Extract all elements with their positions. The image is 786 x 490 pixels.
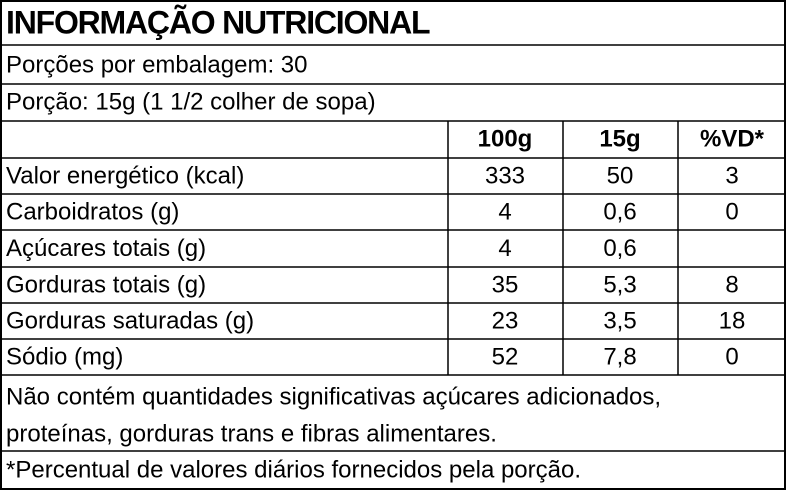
note: Não contém quantidades significativas aç… bbox=[6, 383, 661, 410]
cell-value: 5,3 bbox=[603, 271, 636, 298]
cell-value: 4 bbox=[498, 235, 511, 262]
cell-value: 0,6 bbox=[603, 198, 636, 225]
row-label: Sódio (mg) bbox=[6, 343, 123, 370]
cell-value: 52 bbox=[492, 343, 519, 370]
row-label: Gorduras saturadas (g) bbox=[6, 307, 254, 334]
cell-value: 3,5 bbox=[603, 307, 636, 334]
cell-value: 0 bbox=[725, 343, 738, 370]
row-label: Carboidratos (g) bbox=[6, 198, 179, 225]
servings: Porções por embalagem: 30 bbox=[6, 51, 308, 78]
cell-value: 4 bbox=[498, 198, 511, 225]
cell-value: 3 bbox=[725, 162, 738, 189]
cell-value: 7,8 bbox=[603, 343, 636, 370]
title: INFORMAÇÃO NUTRICIONAL bbox=[6, 4, 430, 40]
row-label: Gorduras totais (g) bbox=[6, 271, 206, 298]
note: proteínas, gorduras trans e fibras alime… bbox=[6, 420, 497, 447]
cell-value: 18 bbox=[719, 307, 746, 334]
row-label: Valor energético (kcal) bbox=[6, 162, 244, 189]
footnote: *Percentual de valores diários fornecido… bbox=[6, 456, 581, 483]
serving-size: Porção: 15g (1 1/2 colher de sopa) bbox=[6, 88, 376, 115]
cell-value: 8 bbox=[725, 271, 738, 298]
column-header: 15g bbox=[599, 125, 640, 152]
cell-value: 0,6 bbox=[603, 235, 636, 262]
column-header: 100g bbox=[478, 125, 533, 152]
cell-value: 35 bbox=[492, 271, 519, 298]
row-label: Açúcares totais (g) bbox=[6, 235, 206, 262]
cell-value: 333 bbox=[485, 162, 525, 189]
cell-value: 50 bbox=[607, 162, 634, 189]
cell-value: 23 bbox=[492, 307, 519, 334]
column-header: %VD* bbox=[700, 125, 765, 152]
cell-value: 0 bbox=[725, 198, 738, 225]
